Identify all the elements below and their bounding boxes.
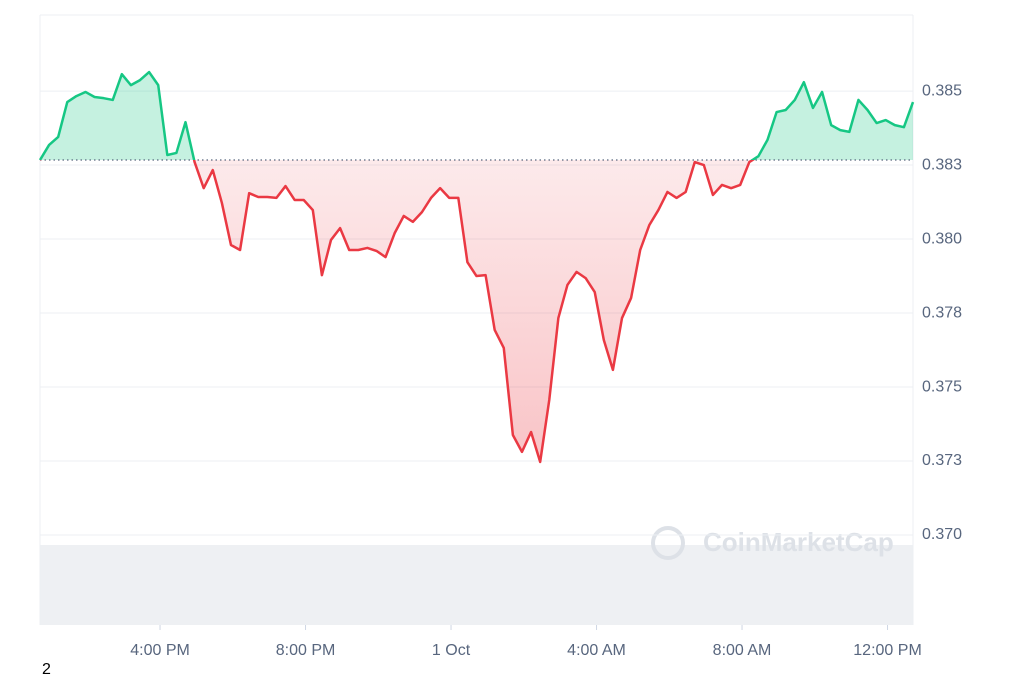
y-tick-label: 0.378 xyxy=(922,304,962,321)
area-down xyxy=(40,160,913,462)
x-tick-label: 12:00 PM xyxy=(853,642,921,659)
y-tick-label: 0.383 xyxy=(922,156,962,173)
footer-text: 2 xyxy=(42,661,51,678)
y-tick-label: 0.385 xyxy=(922,82,962,99)
x-tick-label: 8:00 PM xyxy=(276,642,336,659)
price-line-up xyxy=(38,70,915,161)
price-line-down xyxy=(39,160,755,464)
watermark-logo xyxy=(651,526,685,560)
watermark: CoinMarketCap xyxy=(703,527,894,557)
y-tick-label: 0.375 xyxy=(922,378,962,395)
x-tick-label: 8:00 AM xyxy=(713,642,772,659)
y-tick-label: 0.370 xyxy=(922,526,962,543)
volume-area xyxy=(40,545,913,625)
x-tick-label: 4:00 PM xyxy=(130,642,190,659)
y-tick-label: 0.380 xyxy=(922,230,962,247)
x-tick-label: 1 Oct xyxy=(432,642,471,659)
x-tick-label: 4:00 AM xyxy=(567,642,626,659)
y-tick-label: 0.373 xyxy=(922,452,962,469)
